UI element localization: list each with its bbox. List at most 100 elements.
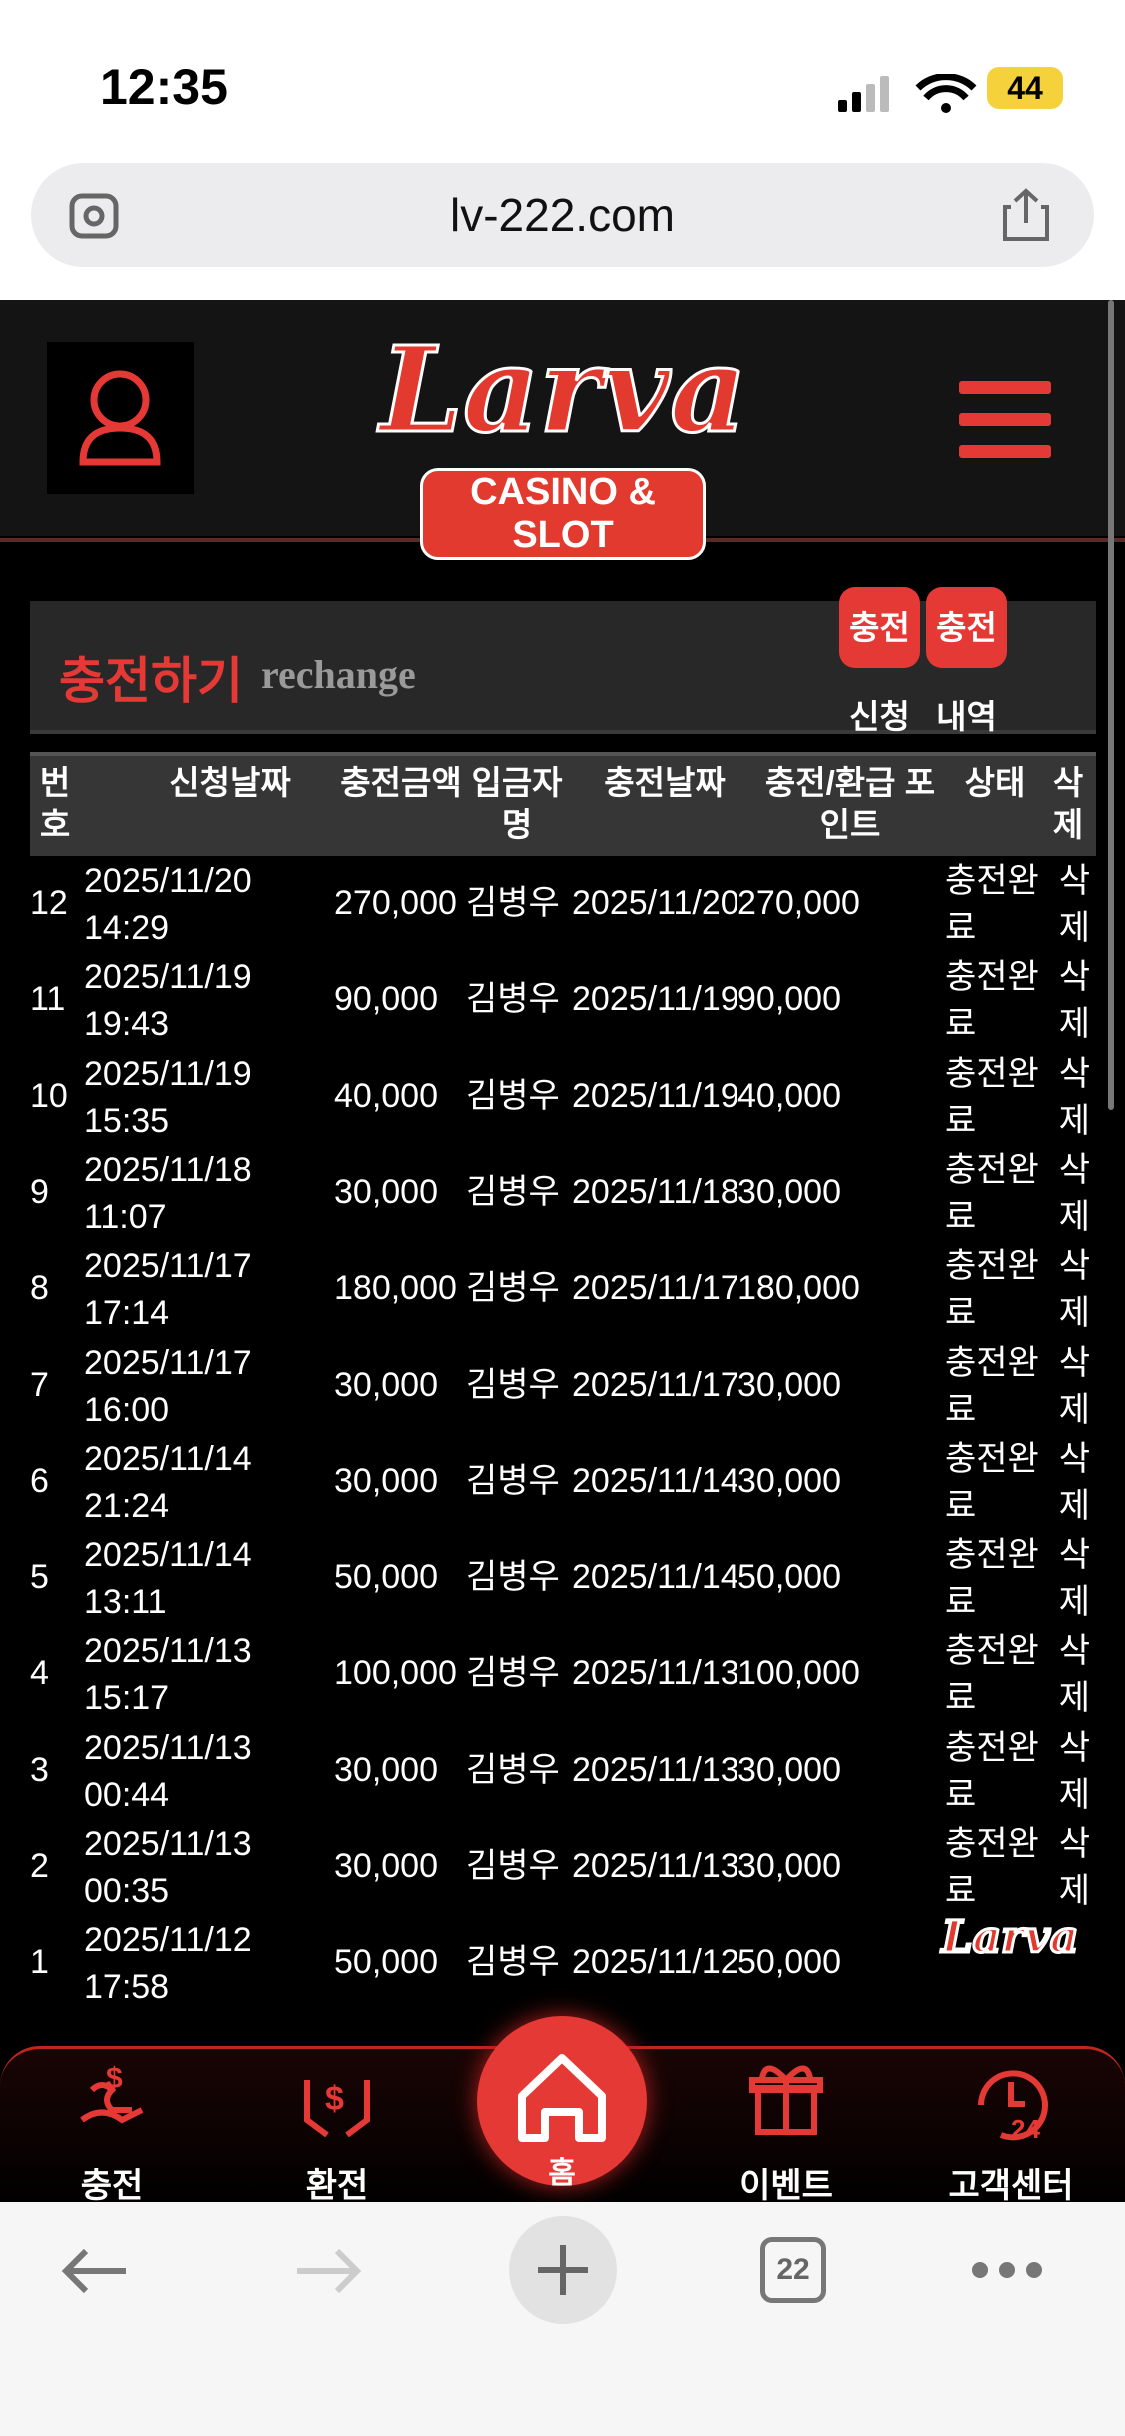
row-no: 11 — [30, 980, 66, 1019]
charge-date: 2025/11/12 — [572, 1943, 737, 1982]
delete-button[interactable]: 삭제 — [1058, 1728, 1090, 1814]
profile-icon[interactable] — [47, 342, 194, 494]
delete-button[interactable]: 삭제 — [1058, 1247, 1090, 1333]
depositor: 김병우 — [466, 1750, 560, 1789]
points: 40,000 — [737, 1076, 841, 1115]
history-button[interactable]: 충전 — [926, 587, 1007, 668]
request-date: 2025/11/18 11:07 — [84, 1150, 252, 1236]
nav-support[interactable]: 고객센터 — [948, 2167, 1074, 2205]
nav-support-icon[interactable]: 24 — [961, 2050, 1061, 2150]
home-icon[interactable] — [477, 2016, 647, 2186]
nav-event[interactable]: 이벤트 — [739, 2167, 833, 2205]
back-button[interactable] — [60, 2246, 130, 2296]
col-amount-header: 충전금액 — [340, 764, 462, 801]
row-no: 4 — [30, 1654, 49, 1693]
request-date: 2025/11/13 00:44 — [84, 1728, 252, 1814]
charge-date: 2025/11/20 — [572, 884, 737, 922]
status: 충전완료 — [945, 958, 1039, 1044]
url-bar[interactable]: lv-222.com — [31, 163, 1094, 267]
depositor: 김병우 — [466, 1654, 560, 1693]
row-no: 8 — [30, 1269, 49, 1308]
col-points-header: 충전/환급 포인트 — [764, 764, 936, 843]
floating-logo[interactable]: Larva — [940, 1911, 1080, 1982]
svg-text:24: 24 — [1011, 2114, 1040, 2144]
delete-button[interactable]: 삭제 — [1058, 1439, 1090, 1525]
charge-date: 2025/11/14 — [572, 1558, 737, 1597]
amount: 50,000 — [334, 1558, 438, 1597]
status-icons — [838, 74, 977, 113]
browser-toolbar — [0, 2202, 1125, 2436]
status: 충전완료 — [945, 1536, 1039, 1622]
nav-home[interactable]: 홈 — [548, 2157, 576, 2190]
delete-button[interactable]: 삭제 — [1058, 1825, 1090, 1910]
nav-exchange-icon[interactable]: $ — [287, 2050, 387, 2150]
depositor: 김병우 — [466, 980, 560, 1019]
status: 충전완료 — [945, 1825, 1039, 1910]
request-date: 2025/11/12 17:58 — [84, 1921, 252, 2007]
logo-title[interactable]: Larva — [379, 319, 749, 461]
delete-button[interactable]: 삭제 — [1058, 1536, 1090, 1622]
row-no: 3 — [30, 1750, 49, 1789]
section-title: 충전하기 — [59, 653, 243, 709]
delete-button[interactable]: 삭제 — [1058, 1343, 1090, 1429]
nav-charge-icon[interactable]: $ — [62, 2050, 162, 2150]
url[interactable]: lv-222.com — [450, 189, 675, 241]
delete-button[interactable]: 삭제 — [1058, 958, 1090, 1044]
delete-button[interactable]: 삭제 — [1058, 1632, 1090, 1718]
nav-event-icon[interactable] — [736, 2050, 836, 2150]
charge-date: 2025/11/13 — [572, 1654, 737, 1693]
points: 270,000 — [737, 884, 860, 922]
status: 충전완료 — [945, 862, 1039, 947]
charge-date: 2025/11/13 — [572, 1750, 737, 1789]
amount: 90,000 — [334, 980, 438, 1019]
button-caption[interactable]: 내역 — [936, 698, 997, 735]
svg-text:$: $ — [106, 2062, 123, 2095]
menu-button[interactable] — [959, 381, 1051, 459]
home-button[interactable] — [477, 2016, 647, 2186]
charge-date: 2025/11/14 — [572, 1461, 737, 1500]
lens-icon[interactable] — [69, 193, 119, 239]
logo-subtitle[interactable]: CASINO & SLOT — [420, 468, 706, 560]
amount: 30,000 — [334, 1172, 438, 1211]
col-delete-header: 삭제 — [1052, 764, 1084, 843]
charge-date: 2025/11/19 — [572, 980, 737, 1019]
profile-button[interactable] — [47, 342, 194, 494]
charge-date: 2025/11/18 — [572, 1172, 737, 1211]
amount: 180,000 — [334, 1269, 457, 1308]
tab-count[interactable]: 22 — [760, 2237, 826, 2303]
button-caption[interactable]: 신청 — [849, 698, 910, 735]
nav-charge[interactable]: 충전 — [80, 2167, 144, 2205]
depositor: 김병우 — [466, 1461, 560, 1500]
depositor: 김병우 — [466, 1172, 560, 1211]
points: 90,000 — [737, 980, 841, 1019]
share-icon[interactable] — [1001, 187, 1051, 243]
status: 충전완료 — [945, 1439, 1039, 1525]
request-date: 2025/11/14 13:11 — [84, 1536, 252, 1622]
request-date: 2025/11/17 16:00 — [84, 1343, 252, 1429]
more-button[interactable] — [970, 2260, 1045, 2280]
row-no: 9 — [30, 1172, 49, 1211]
row-no: 6 — [30, 1461, 49, 1500]
status: 충전완료 — [945, 1343, 1039, 1429]
charge-date: 2025/11/17 — [572, 1365, 737, 1404]
status: 충전완료 — [945, 1632, 1039, 1718]
nav-exchange[interactable]: 환전 — [305, 2167, 369, 2205]
points: 30,000 — [737, 1847, 841, 1885]
request-date: 2025/11/13 00:35 — [84, 1825, 252, 1910]
amount: 30,000 — [334, 1365, 438, 1404]
apply-button[interactable]: 충전 — [839, 587, 920, 668]
delete-button[interactable]: 삭제 — [1058, 1150, 1090, 1236]
request-date: 2025/11/19 19:43 — [84, 958, 252, 1044]
new-tab-button[interactable] — [508, 2215, 618, 2325]
request-date: 2025/11/14 21:24 — [84, 1439, 252, 1525]
request-date: 2025/11/13 15:17 — [84, 1632, 252, 1718]
points: 50,000 — [737, 1943, 841, 1982]
amount: 30,000 — [334, 1461, 438, 1500]
section-subtitle: rechange — [261, 652, 416, 697]
forward-button[interactable] — [293, 2246, 363, 2296]
amount: 40,000 — [334, 1076, 438, 1115]
delete-button[interactable]: 삭제 — [1058, 862, 1090, 947]
svg-text:$: $ — [325, 2080, 344, 2118]
charge-date: 2025/11/13 — [572, 1847, 737, 1885]
delete-button[interactable]: 삭제 — [1058, 1054, 1090, 1140]
